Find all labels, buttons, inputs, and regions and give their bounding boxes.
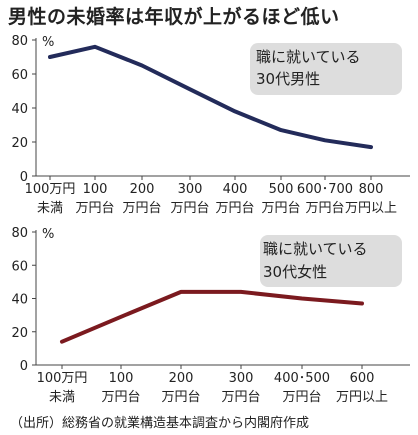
unit-label: % xyxy=(42,227,54,242)
y-tick-label: 0 xyxy=(20,359,28,374)
x-tick-label: 100 xyxy=(83,182,108,197)
y-tick-label: 80 xyxy=(11,34,28,49)
unit-label: % xyxy=(42,35,54,50)
chart-title: 男性の未婚率は年収が上がるほど低い xyxy=(8,6,340,28)
x-tick-label-line2: 万円台 xyxy=(305,201,344,216)
series-line xyxy=(48,44,373,150)
legend-text-line2: 30代女性 xyxy=(263,263,327,281)
x-tick-label-line2: 万円台 xyxy=(215,201,254,216)
x-tick-label: 800 xyxy=(359,182,384,197)
x-tick-label-line2: 万円台 xyxy=(75,201,114,216)
legend-text-line2: 30代男性 xyxy=(256,70,320,88)
x-tick-label: 200 xyxy=(130,182,155,197)
legend-text-line1: 職に就いている xyxy=(256,48,361,66)
x-tick-label: 100万円 xyxy=(37,371,88,386)
x-tick-label-line2: 万円台 xyxy=(122,201,161,216)
legend-box xyxy=(260,235,402,287)
y-tick-label: 40 xyxy=(11,293,28,308)
y-tick-label: 0 xyxy=(20,170,28,185)
x-tick-label-line2: 万円以上 xyxy=(336,390,388,405)
x-tick-label-line2: 万円台 xyxy=(282,390,321,405)
source-note: （出所）総務省の就業構造基本調査から内閣府作成 xyxy=(10,416,310,431)
x-tick-label-line2: 万円台 xyxy=(101,390,140,405)
legend-text-line1: 職に就いている xyxy=(263,240,368,258)
x-tick-label-line2: 万円以上 xyxy=(345,201,397,216)
x-tick-label-line2: 万円台 xyxy=(261,201,300,216)
y-tick-label: 60 xyxy=(11,259,28,274)
x-tick-label-line2: 万円台 xyxy=(170,201,209,216)
x-tick-label: 300 xyxy=(229,371,254,386)
y-tick-label: 60 xyxy=(11,68,28,83)
x-tick-label-line2: 万円台 xyxy=(221,390,260,405)
x-tick-label-line2: 未満 xyxy=(37,201,63,216)
y-tick-label: 40 xyxy=(11,102,28,117)
x-tick-label-line2: 万円台 xyxy=(161,390,200,405)
series-line xyxy=(60,289,364,344)
x-tick-label: 600 xyxy=(350,371,375,386)
y-tick-label: 80 xyxy=(11,226,28,241)
y-tick-label: 20 xyxy=(11,136,28,151)
x-tick-label-line2: 未満 xyxy=(49,390,75,405)
x-tick-label: 400 xyxy=(223,182,248,197)
x-tick-label: 300 xyxy=(178,182,203,197)
x-tick-label: 400･500 xyxy=(274,371,330,386)
y-tick-label: 20 xyxy=(11,326,28,341)
x-tick-label: 200 xyxy=(169,371,194,386)
x-tick-label: 100万円 xyxy=(25,182,76,197)
legend-box xyxy=(250,43,402,95)
x-tick-label: 600･700 xyxy=(297,182,353,197)
x-tick-label: 500 xyxy=(269,182,294,197)
x-tick-label: 100 xyxy=(109,371,134,386)
